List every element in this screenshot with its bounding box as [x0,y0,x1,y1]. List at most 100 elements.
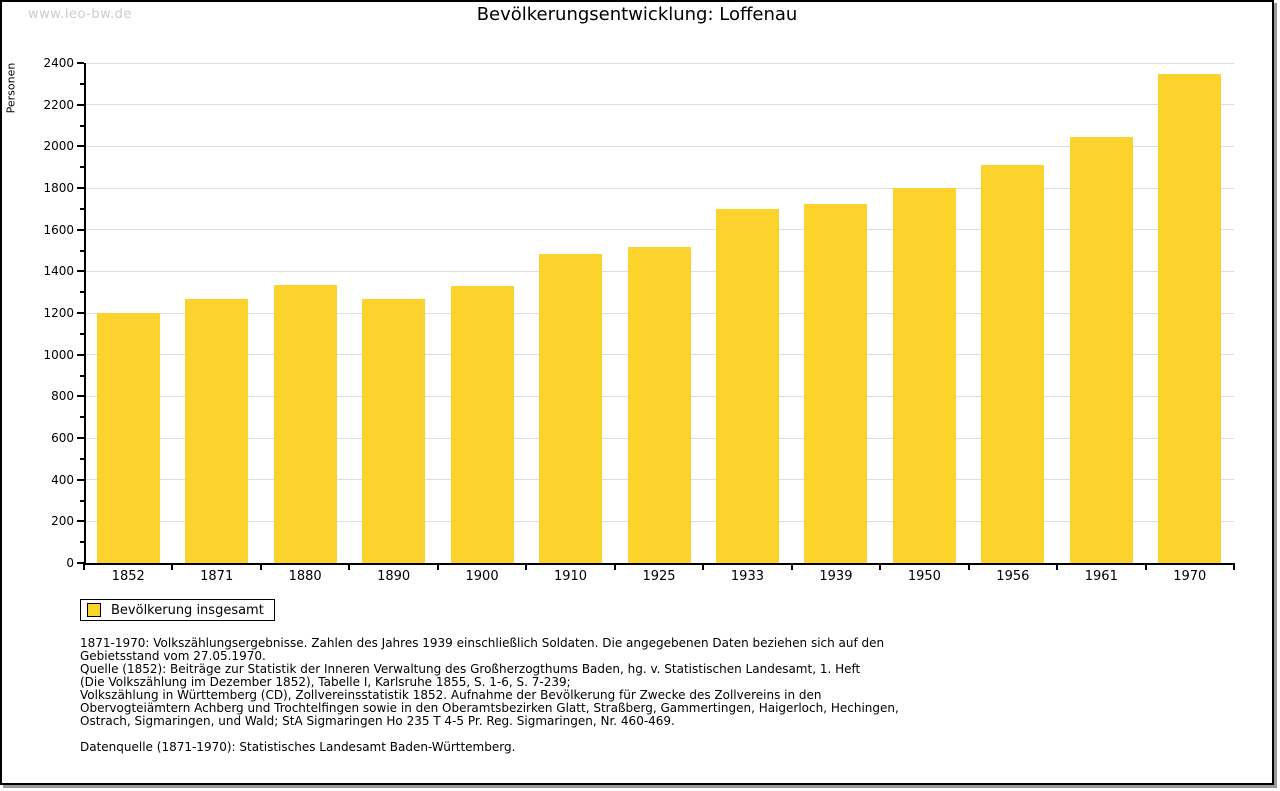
y-tick-2100 [80,124,84,127]
y-tick-2200 [77,103,84,106]
footnote-line: Quelle (1852): Beiträge zur Statistik de… [80,662,861,676]
x-tick-8 [790,563,793,570]
bar-1961 [1069,136,1133,563]
y-tick-label-800: 800 [51,389,74,404]
y-tick-label-2000: 2000 [43,139,74,154]
y-tick-label-1000: 1000 [43,347,74,362]
x-tick-1 [171,563,174,570]
y-tick-100 [80,541,84,544]
y-tick-500 [80,457,84,460]
x-tick-10 [967,563,970,570]
x-tick-13 [1233,563,1235,570]
bar-1900 [450,285,514,563]
y-tick-label-600: 600 [51,431,74,445]
y-tick-label-2400: 2400 [43,56,74,70]
watermark: www.leo-bw.de [28,7,132,22]
datenquelle-line: Datenquelle (1871-1970): Statistisches L… [80,740,516,754]
y-tick-1300 [80,291,84,294]
y-tick-label-1600: 1600 [43,222,74,237]
x-tick-label-1890: 1890 [377,569,411,584]
y-tick-label-1800: 1800 [43,181,74,195]
gridline-1600 [84,229,1234,231]
y-tick-0 [77,562,84,564]
y-tick-1500 [80,249,84,252]
footnote-line: Volkszählung in Württemberg (CD), Zollve… [80,688,822,702]
footnote-line: 1871-1970: Volkszählungsergebnisse. Zahl… [80,636,885,650]
bar-1852 [96,313,160,563]
y-tick-1700 [80,207,84,210]
bar-1956 [981,165,1045,563]
x-tick-2 [259,563,262,570]
footnotes: 1871-1970: Volkszählungsergebnisse. Zahl… [80,637,899,754]
bar-1871 [185,299,249,563]
legend-label: Bevölkerung insgesamt [111,602,264,618]
x-tick-label-1910: 1910 [553,569,588,584]
y-tick-400 [77,478,84,481]
x-tick-12 [1144,563,1147,570]
x-tick-7 [702,563,705,570]
footnote-line: Obervogteiämtern Achberg und Trochtelfin… [80,701,899,715]
bar-1933 [715,209,779,563]
bar-1880 [273,284,337,563]
gridline-2000 [84,145,1234,147]
y-tick-900 [80,374,84,377]
x-tick-0 [83,563,85,570]
y-tick-label-200: 200 [51,514,74,529]
plot-area: 0 200 400 600 800 1000 1200 1400 1600 1800 2000 220… [2,2,1272,783]
x-tick-label-1871: 1871 [200,569,234,584]
y-tick-800 [77,395,84,398]
y-tick-2300 [80,82,84,85]
x-tick-label-1939: 1939 [819,569,853,584]
y-tick-2400 [77,62,84,64]
x-tick-label-1933: 1933 [730,569,764,584]
y-tick-1900 [80,166,84,169]
legend-swatch-icon [87,603,101,617]
footnote-lines: 1871-1970: Volkszählungsergebnisse. Zahl… [80,637,899,728]
y-tick-1600 [77,228,84,231]
x-axis [84,563,1234,565]
y-tick-label-0: 0 [66,556,74,570]
bar-1939 [804,204,868,563]
chart-title: Bevölkerungsentwicklung: Loffenau [476,4,798,25]
bar-1910 [539,253,603,563]
y-tick-2000 [77,145,84,148]
x-tick-9 [879,563,882,570]
bar-1970 [1158,74,1222,563]
y-tick-300 [80,499,84,502]
footnote-line: Gebietsstand vom 27.05.1970. [80,649,266,663]
x-tick-label-1900: 1900 [465,569,499,584]
y-tick-label-1200: 1200 [43,306,74,320]
x-tick-label-1880: 1880 [288,569,322,584]
x-tick-5 [525,563,528,570]
y-tick-label-1400: 1400 [43,264,74,279]
y-tick-1100 [80,332,84,335]
y-axis [84,63,86,563]
gridline-1800 [84,187,1234,189]
y-tick-600 [77,437,84,439]
x-tick-label-1950: 1950 [907,569,941,584]
y-tick-label-2200: 2200 [43,97,74,112]
bar-1950 [892,188,956,563]
y-tick-1400 [77,270,84,273]
gridline-2200 [84,104,1234,106]
x-tick-label-1925: 1925 [642,569,676,584]
x-tick-3 [348,563,351,570]
legend: Bevölkerung insgesamt [80,599,275,621]
gridline-2400 [84,62,1234,64]
x-tick-6 [613,563,616,570]
x-tick-label-1961: 1961 [1084,569,1118,584]
y-tick-1000 [77,353,84,356]
x-tick-label-1956: 1956 [996,569,1030,584]
y-tick-label-400: 400 [51,472,74,487]
x-tick-4 [436,563,439,570]
footnote-line: (Die Volkszählung im Dezember 1852), Tab… [80,675,571,689]
bar-1890 [362,299,426,563]
bar-1925 [627,247,691,563]
y-tick-1200 [77,312,84,314]
footnote-line: Ostrach, Sigmaringen, und Wald; StA Sigm… [80,714,675,728]
x-tick-label-1852: 1852 [111,569,145,584]
x-tick-11 [1056,563,1059,570]
x-tick-label-1970: 1970 [1173,569,1207,584]
y-tick-200 [77,520,84,523]
